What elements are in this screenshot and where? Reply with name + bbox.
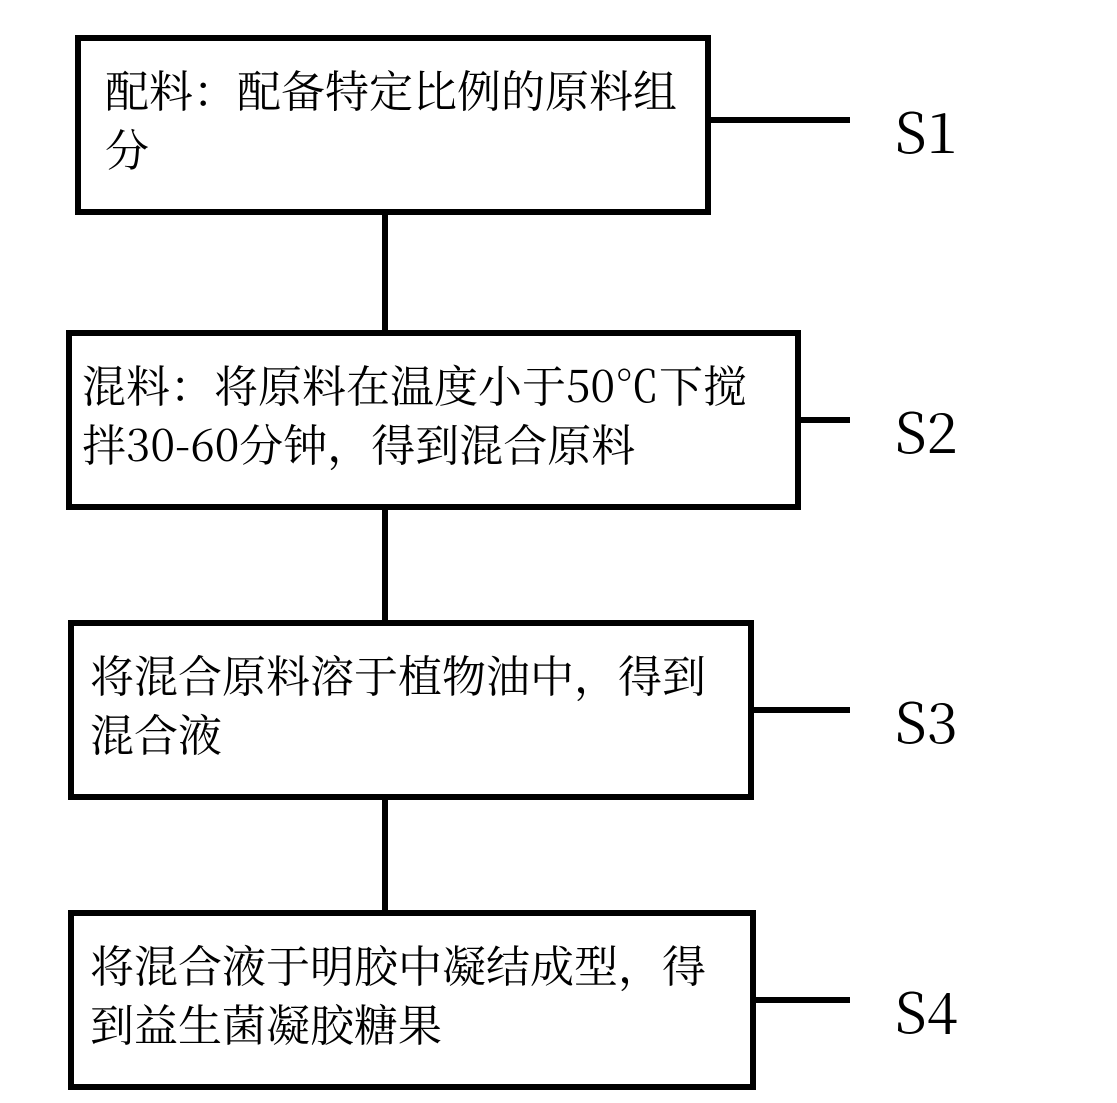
connector-s1-s2 xyxy=(382,215,388,330)
step-label-s3-text: S3 xyxy=(895,680,958,760)
connector-s3-s4 xyxy=(382,800,388,910)
leader-s2 xyxy=(801,417,850,423)
step-label-s4-text: S4 xyxy=(895,970,958,1050)
step-label-s2: S2 xyxy=(895,390,958,470)
flow-node-s1-text: 配料：配备特定比例的原料组分 xyxy=(105,59,681,178)
leader-s4 xyxy=(756,997,850,1003)
step-label-s1: S1 xyxy=(895,90,958,170)
step-label-s3: S3 xyxy=(895,680,958,760)
step-label-s2-text: S2 xyxy=(895,390,958,470)
leader-s1 xyxy=(711,117,850,123)
step-label-s1-text: S1 xyxy=(895,90,958,170)
connector-s2-s3 xyxy=(382,510,388,620)
leader-s3 xyxy=(754,707,850,713)
flow-node-s4: 将混合液于明胶中凝结成型，得到益生菌凝胶糖果 xyxy=(68,910,756,1090)
flow-node-s3-text: 将混合原料溶于植物油中，得到混合液 xyxy=(90,644,732,763)
flow-node-s2-text: 混料：将原料在温度小于50℃下搅拌30-60分钟，得到混合原料 xyxy=(82,354,785,473)
flowchart-canvas: 配料：配备特定比例的原料组分 S1 混料：将原料在温度小于50℃下搅拌30-60… xyxy=(0,0,1117,1103)
flow-node-s1: 配料：配备特定比例的原料组分 xyxy=(75,35,711,215)
step-label-s4: S4 xyxy=(895,970,958,1050)
flow-node-s4-text: 将混合液于明胶中凝结成型，得到益生菌凝胶糖果 xyxy=(90,934,734,1053)
flow-node-s2: 混料：将原料在温度小于50℃下搅拌30-60分钟，得到混合原料 xyxy=(66,330,801,510)
flow-node-s3: 将混合原料溶于植物油中，得到混合液 xyxy=(68,620,754,800)
